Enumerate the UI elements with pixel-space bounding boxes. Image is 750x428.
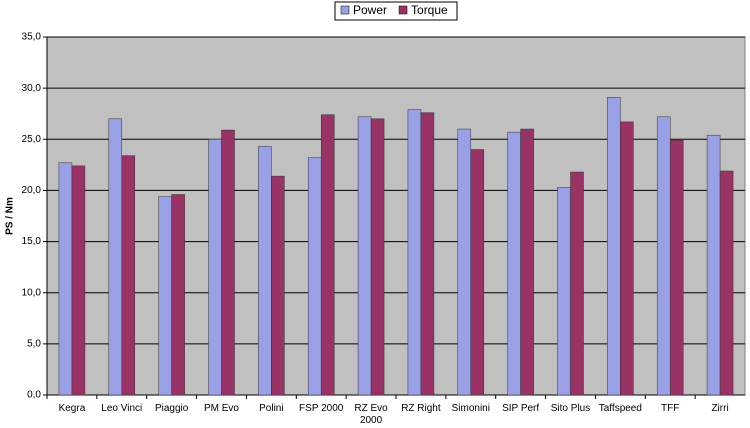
x-tick-label: Kegra xyxy=(58,403,86,414)
x-tick-label: Leo Vinci xyxy=(101,403,143,414)
y-tick-label: 5,0 xyxy=(27,338,41,349)
bar xyxy=(108,118,123,396)
x-tick-label: SIP Perf xyxy=(502,403,540,414)
x-tick-label: RZ Evo 2000 xyxy=(354,403,388,426)
x-tick-label: TFF xyxy=(661,403,680,414)
bar xyxy=(507,131,521,396)
legend-box xyxy=(334,1,458,21)
x-tick-label: Piaggio xyxy=(154,403,189,414)
x-tick-label: RZ Right xyxy=(401,403,441,414)
bar xyxy=(71,165,86,396)
bar xyxy=(121,155,136,396)
x-tick-label: Polini xyxy=(259,403,284,414)
y-tick-label: 35,0 xyxy=(22,32,42,43)
x-tick-label: Zirri xyxy=(711,403,729,414)
bar xyxy=(457,128,472,396)
bar xyxy=(407,109,422,396)
bar xyxy=(370,118,385,396)
legend-label: Torque xyxy=(411,3,448,17)
y-tick-label: 30,0 xyxy=(22,83,42,94)
bar xyxy=(669,140,684,396)
legend-swatch xyxy=(398,5,408,15)
y-axis-label: PS / Nm xyxy=(5,197,16,235)
bar xyxy=(158,196,172,396)
bar xyxy=(258,146,272,396)
y-tick-label: 0,0 xyxy=(27,390,41,401)
bar xyxy=(208,139,222,396)
bar xyxy=(557,187,571,396)
y-tick-label: 20,0 xyxy=(22,185,42,196)
bar xyxy=(706,134,721,396)
bar xyxy=(520,128,534,396)
bar xyxy=(307,157,322,396)
bar xyxy=(271,175,285,396)
legend-label: Power xyxy=(353,3,387,17)
bar xyxy=(570,171,584,396)
bar xyxy=(656,116,671,396)
x-tick-label: Simonini xyxy=(451,403,490,414)
bar xyxy=(357,116,372,396)
bar xyxy=(607,97,621,396)
plot-area xyxy=(46,36,746,396)
bar xyxy=(620,121,634,396)
bar xyxy=(470,149,485,396)
bar xyxy=(221,129,235,396)
bar xyxy=(58,162,73,396)
bar xyxy=(320,114,335,396)
x-tick-label: Taffspeed xyxy=(598,403,642,414)
bar xyxy=(171,194,185,396)
bar xyxy=(719,170,734,396)
legend-swatch xyxy=(340,5,350,15)
bar xyxy=(420,112,435,396)
y-tick-label: 15,0 xyxy=(22,236,42,247)
x-tick-label: PM Evo xyxy=(203,403,239,414)
x-tick-label: Sito Plus xyxy=(550,403,591,414)
y-tick-label: 10,0 xyxy=(22,287,42,298)
x-tick-label: FSP 2000 xyxy=(299,403,344,414)
y-tick-label: 25,0 xyxy=(22,134,42,145)
